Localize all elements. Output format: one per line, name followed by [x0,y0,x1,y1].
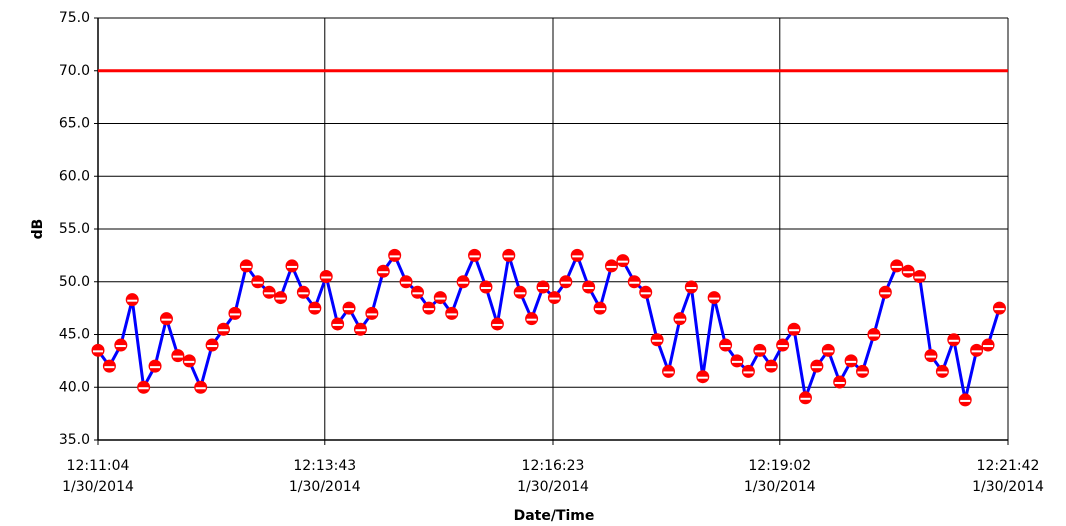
data-line [96,251,1001,404]
x-tick-label: 12:21:42 1/30/2014 [972,458,1044,495]
x-axis-title: Date/Time [514,508,595,524]
y-tick-label: 40.0 [59,379,90,395]
x-tick-label: 12:13:43 1/30/2014 [288,458,361,495]
x-tick-label: 12:19:02 1/30/2014 [743,458,816,495]
x-tick-label: 12:16:23 1/30/2014 [517,458,589,495]
x-tick-label: 12:11:04 1/30/2014 [62,458,134,495]
y-tick-label: 35.0 [59,432,90,448]
y-tick-label: 65.0 [59,116,90,132]
y-tick-label: 55.0 [59,221,90,237]
y-tick-label: 60.0 [59,168,90,184]
y-tick-label: 70.0 [59,63,90,79]
y-tick-label: 75.0 [59,10,90,26]
y-tick-label: 45.0 [59,327,90,343]
y-axis-title: dB [30,219,46,240]
y-tick-label: 50.0 [59,274,90,290]
